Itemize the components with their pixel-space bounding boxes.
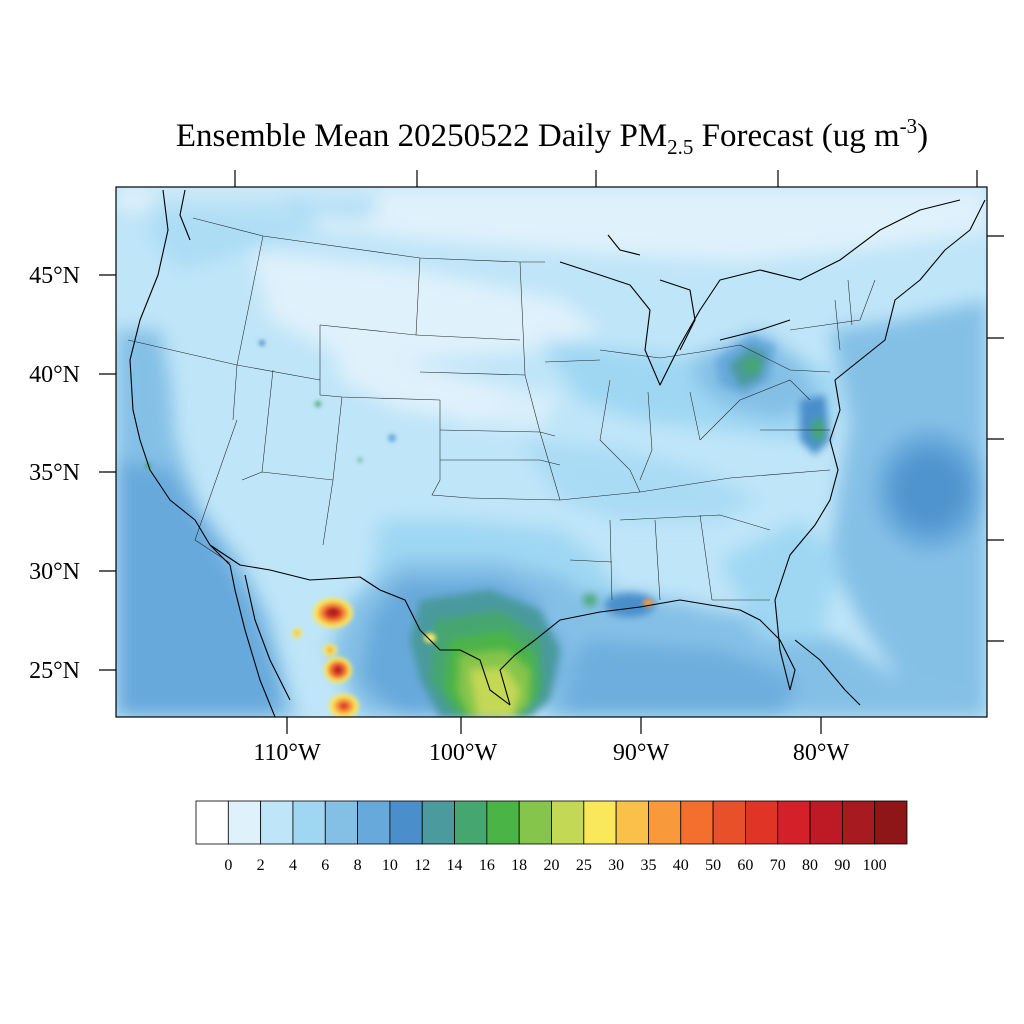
colorbar-label: 70 <box>770 857 786 874</box>
state-boundaries <box>127 217 876 601</box>
colorbar-swatch <box>421 800 455 845</box>
colorbar-label: 90 <box>834 857 850 874</box>
colorbar-swatch <box>324 800 358 845</box>
colorbar-swatch <box>227 800 262 845</box>
colorbar-swatch <box>357 800 391 845</box>
colorbar-swatch <box>454 800 488 845</box>
colorbar-swatch <box>518 800 552 845</box>
colorbar-swatch <box>486 800 520 845</box>
colorbar-swatch <box>874 800 908 845</box>
colorbar-swatch <box>648 800 682 845</box>
colorbar-swatch <box>680 800 714 845</box>
lat-label-35: 35°N <box>29 460 80 486</box>
colorbar-swatch <box>260 800 294 845</box>
colorbar-swatch <box>551 800 585 845</box>
colorbar-label: 12 <box>414 857 430 874</box>
map-title: Ensemble Mean 20250522 Daily PM2.5 Forec… <box>176 114 928 159</box>
colorbar-label: 2 <box>257 857 265 874</box>
colorbar-label: 16 <box>479 857 495 874</box>
colorbar-swatch <box>777 800 811 845</box>
longitude-labels: 110°W 100°W 90°W 80°W <box>253 740 849 766</box>
map-frame <box>115 186 988 718</box>
lon-label-80: 80°W <box>793 740 850 766</box>
lat-label-45: 45°N <box>29 263 80 289</box>
colorbar-swatch <box>745 800 779 845</box>
colorbar-label: 30 <box>608 857 624 874</box>
colorbar-swatch <box>292 800 326 845</box>
colorbar-swatch <box>841 800 876 845</box>
colorbar-label: 14 <box>447 857 463 874</box>
colorbar-label: 100 <box>863 857 887 874</box>
colorbar-label: 20 <box>544 857 560 874</box>
lon-label-100: 100°W <box>429 740 498 766</box>
colorbar-swatch <box>195 800 229 845</box>
colorbar: 0 2 4 6 8 10 12 14 16 18 20 25 30 35 40 50 60 70 80 90 100 <box>195 800 908 874</box>
coastlines <box>129 189 986 717</box>
lon-label-110: 110°W <box>253 740 321 766</box>
lat-label-40: 40°N <box>29 362 80 388</box>
colorbar-label: 0 <box>224 857 232 874</box>
colorbar-label: 4 <box>289 857 297 874</box>
colorbar-swatch <box>712 800 746 845</box>
colorbar-label: 18 <box>511 857 527 874</box>
colorbar-label: 60 <box>737 857 753 874</box>
colorbar-swatch <box>583 800 617 845</box>
right-ticks <box>987 235 1004 642</box>
colorbar-label: 50 <box>705 857 721 874</box>
colorbar-label: 35 <box>640 857 656 874</box>
lat-label-30: 30°N <box>29 559 80 585</box>
pm25-field <box>116 187 987 717</box>
colorbar-label: 80 <box>802 857 818 874</box>
colorbar-label: 6 <box>321 857 329 874</box>
colorbar-swatch <box>615 800 649 845</box>
top-ticks <box>234 170 978 187</box>
colorbar-swatch <box>389 800 423 845</box>
lat-label-25: 25°N <box>29 658 80 684</box>
colorbar-label: 10 <box>382 857 398 874</box>
colorbar-swatch <box>809 800 843 845</box>
colorbar-label: 8 <box>354 857 362 874</box>
colorbar-label: 40 <box>673 857 689 874</box>
colorbar-label: 25 <box>576 857 592 874</box>
latitude-labels: 45°N 40°N 35°N 30°N 25°N <box>29 263 80 684</box>
lon-label-90: 90°W <box>613 740 670 766</box>
bottom-ticks <box>286 717 822 734</box>
left-ticks <box>99 274 116 671</box>
